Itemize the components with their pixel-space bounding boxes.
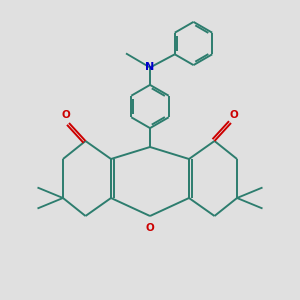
Text: N: N	[146, 62, 154, 73]
Text: O: O	[146, 223, 154, 232]
Text: O: O	[61, 110, 70, 120]
Text: O: O	[230, 110, 238, 120]
